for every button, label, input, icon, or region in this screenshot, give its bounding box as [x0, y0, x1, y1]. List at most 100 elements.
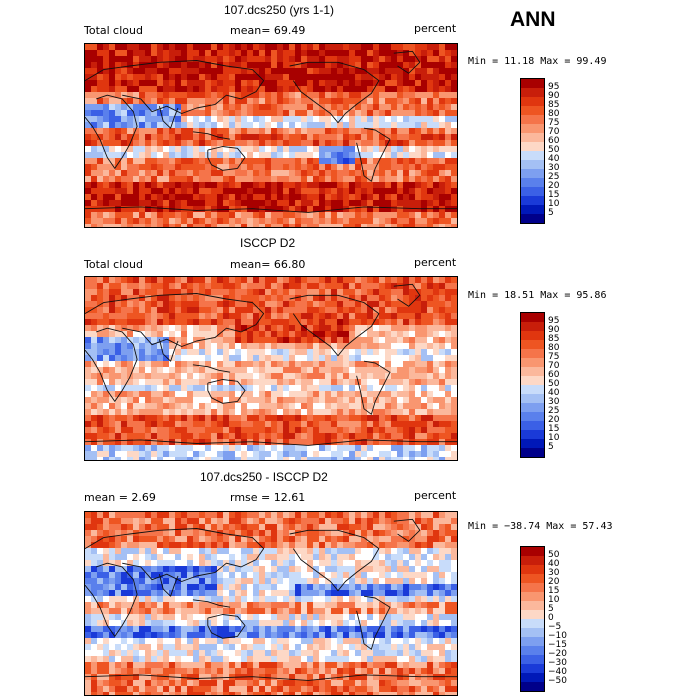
- colorbar-swatch: [521, 655, 544, 664]
- panel-3-colorbar: [520, 546, 545, 692]
- colorbar-tick-label: 0: [548, 613, 554, 623]
- colorbar-swatch: [521, 637, 544, 646]
- colorbar-tick-label: 10: [548, 199, 560, 209]
- colorbar-tick-label: 25: [548, 172, 560, 182]
- colorbar-tick-label: 70: [548, 127, 560, 137]
- colorbar-swatch: [521, 142, 544, 151]
- colorbar-tick-label: −15: [548, 640, 567, 650]
- panel-1-variable-label: Total cloud: [84, 24, 143, 37]
- colorbar-swatch: [521, 88, 544, 97]
- panel-2-colorbar: [520, 312, 545, 458]
- colorbar-tick-label: 15: [548, 586, 560, 596]
- colorbar-swatch: [521, 376, 544, 385]
- colorbar-swatch: [521, 565, 544, 574]
- colorbar-tick-label: −50: [548, 676, 567, 686]
- colorbar-swatch: [521, 214, 544, 223]
- colorbar-swatch: [521, 160, 544, 169]
- colorbar-swatch: [521, 592, 544, 601]
- colorbar-swatch: [521, 367, 544, 376]
- colorbar-swatch: [521, 601, 544, 610]
- panel-3-map: [84, 511, 458, 696]
- colorbar-swatch: [521, 169, 544, 178]
- colorbar-tick-label: −5: [548, 622, 562, 632]
- colorbar-tick-label: 10: [548, 433, 560, 443]
- colorbar-tick-label: 95: [548, 82, 560, 92]
- colorbar-swatch: [521, 205, 544, 214]
- panel-1-mean: mean= 69.49: [230, 24, 306, 37]
- colorbar-tick-label: 50: [548, 550, 560, 560]
- panel-3-title: 107.dcs250 - ISCCP D2: [200, 470, 328, 484]
- colorbar-swatch: [521, 421, 544, 430]
- colorbar-tick-label: 15: [548, 424, 560, 434]
- colorbar-tick-label: −20: [548, 649, 567, 659]
- colorbar-tick-label: 30: [548, 163, 560, 173]
- colorbar-swatch: [521, 349, 544, 358]
- colorbar-swatch: [521, 574, 544, 583]
- colorbar-tick-label: 60: [548, 136, 560, 146]
- map-field: [85, 277, 457, 460]
- coastlines: [85, 283, 457, 446]
- panel-3-rmse: rmse = 12.61: [230, 491, 306, 504]
- colorbar-tick-label: 50: [548, 379, 560, 389]
- colorbar-swatch: [521, 187, 544, 196]
- colorbar-tick-label: 40: [548, 559, 560, 569]
- colorbar-swatch: [521, 340, 544, 349]
- coastlines: [85, 50, 457, 213]
- colorbar-swatch: [521, 79, 544, 88]
- colorbar-tick-label: 90: [548, 325, 560, 335]
- colorbar-tick-label: 10: [548, 595, 560, 605]
- colorbar-swatch: [521, 313, 544, 322]
- colorbar-tick-label: 70: [548, 361, 560, 371]
- colorbar-swatch: [521, 151, 544, 160]
- map-field: [85, 512, 457, 695]
- panel-3-minmax: Min = −38.74 Max = 57.43: [468, 521, 613, 532]
- colorbar-swatch: [521, 583, 544, 592]
- colorbar-swatch: [521, 124, 544, 133]
- panel-2-map: [84, 276, 458, 461]
- colorbar-swatch: [521, 448, 544, 457]
- colorbar-swatch: [521, 322, 544, 331]
- colorbar-tick-label: 75: [548, 352, 560, 362]
- colorbar-tick-label: 40: [548, 388, 560, 398]
- colorbar-tick-label: 20: [548, 577, 560, 587]
- colorbar-swatch: [521, 673, 544, 682]
- panel-2-title: ISCCP D2: [240, 236, 296, 250]
- colorbar-swatch: [521, 196, 544, 205]
- colorbar-tick-label: 90: [548, 91, 560, 101]
- colorbar-tick-label: 40: [548, 154, 560, 164]
- panel-2-mean: mean= 66.80: [230, 258, 306, 271]
- colorbar-swatch: [521, 331, 544, 340]
- colorbar-swatch: [521, 430, 544, 439]
- colorbar-swatch: [521, 439, 544, 448]
- colorbar-swatch: [521, 115, 544, 124]
- colorbar-tick-label: 30: [548, 568, 560, 578]
- colorbar-swatch: [521, 610, 544, 619]
- colorbar-tick-label: 60: [548, 370, 560, 380]
- colorbar-tick-label: 75: [548, 118, 560, 128]
- coastlines: [85, 518, 457, 681]
- colorbar-tick-label: 85: [548, 334, 560, 344]
- panel-1-title: 107.dcs250 (yrs 1-1): [224, 3, 335, 17]
- panel-2-minmax: Min = 18.51 Max = 95.86: [468, 290, 607, 301]
- colorbar-tick-label: −30: [548, 658, 567, 668]
- panel-2-units: percent: [414, 256, 457, 269]
- panel-1-units: percent: [414, 22, 457, 35]
- colorbar-swatch: [521, 619, 544, 628]
- colorbar-swatch: [521, 682, 544, 691]
- colorbar-tick-label: 85: [548, 100, 560, 110]
- panel-3-units: percent: [414, 489, 457, 502]
- colorbar-tick-label: 25: [548, 406, 560, 416]
- panel-1-minmax: Min = 11.18 Max = 99.49: [468, 56, 607, 67]
- colorbar-swatch: [521, 547, 544, 556]
- colorbar-swatch: [521, 178, 544, 187]
- colorbar-swatch: [521, 403, 544, 412]
- colorbar-swatch: [521, 646, 544, 655]
- colorbar-tick-label: 80: [548, 109, 560, 119]
- colorbar-swatch: [521, 628, 544, 637]
- colorbar-tick-label: 20: [548, 181, 560, 191]
- colorbar-swatch: [521, 412, 544, 421]
- panel-3-mean: mean = 2.69: [84, 491, 156, 504]
- colorbar-tick-label: 20: [548, 415, 560, 425]
- colorbar-tick-label: 80: [548, 343, 560, 353]
- colorbar-tick-label: 30: [548, 397, 560, 407]
